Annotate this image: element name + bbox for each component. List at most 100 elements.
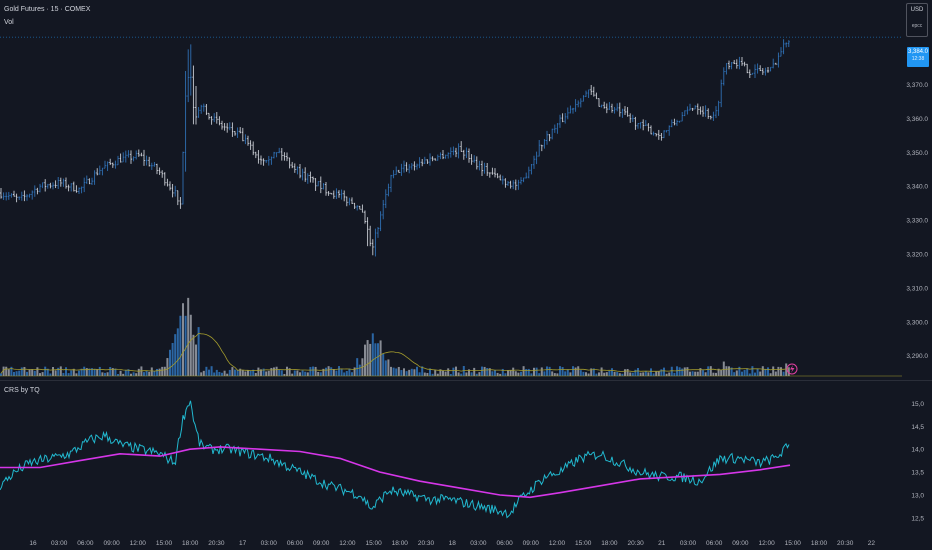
ohlc-bar: [304, 167, 307, 182]
volume-bar: [449, 373, 452, 376]
last-price-value: 3,384.0: [907, 49, 929, 55]
ohlc-bar: [572, 107, 574, 114]
volume-bar: [689, 371, 691, 376]
ohlc-bar: [7, 191, 10, 200]
volume-bar: [733, 372, 736, 376]
time-tick-label: 06:00: [706, 540, 723, 547]
ohlc-bar: [140, 152, 143, 157]
volume-bar: [205, 366, 208, 376]
ohlc-bar: [278, 147, 281, 154]
ohlc-bar: [122, 152, 125, 163]
price-axis[interactable]: 3,370.0 3,360.0 3,350.0 3,340.0 3,330.0 3,320…: [906, 82, 928, 360]
ohlc-bar: [314, 178, 317, 191]
volume-bar: [280, 370, 283, 376]
volume-bar: [460, 373, 463, 376]
volume-bar: [785, 363, 788, 376]
ohlc-bar: [605, 103, 608, 114]
ohlc-bar: [564, 113, 567, 124]
volume-bar: [681, 368, 684, 376]
volume-label[interactable]: Vol: [4, 19, 14, 26]
volume-bar: [215, 369, 218, 376]
ohlc-bar: [312, 176, 314, 183]
indicator-title[interactable]: CRS by TQ: [4, 387, 40, 394]
volume-bar: [10, 366, 13, 376]
volume-bar: [85, 368, 88, 376]
alert-icon[interactable]: [786, 363, 798, 375]
ohlc-bar: [787, 40, 790, 48]
time-axis[interactable]: 16 03:00 06:00 09:00 12:00 15:00 18:00 20:30 17 0…: [29, 540, 875, 547]
ohlc-bar: [725, 63, 728, 75]
ohlc-bar: [221, 120, 223, 130]
ohlc-bar: [124, 150, 127, 163]
currency-selector[interactable]: USD ерсс: [906, 3, 928, 37]
volume-bar: [327, 366, 330, 376]
ohlc-bar: [28, 193, 31, 198]
volume-bar: [351, 372, 353, 376]
volume-bar: [522, 366, 525, 376]
ohlc-bar: [299, 163, 301, 179]
volume-bar: [127, 369, 130, 376]
volume-bar: [111, 368, 114, 376]
price-pane[interactable]: [0, 36, 902, 257]
volume-bar: [374, 343, 377, 376]
volume-bar: [241, 370, 244, 376]
time-tick-label: 18:00: [182, 540, 199, 547]
volume-bar: [132, 372, 135, 376]
ohlc-bar: [689, 103, 691, 111]
ohlc-bar: [616, 103, 619, 112]
symbol-title[interactable]: Gold Futures · 15 · COMEX: [4, 6, 91, 13]
volume-bar: [759, 371, 762, 376]
ohlc-bar: [598, 98, 600, 107]
volume-bar: [556, 373, 559, 376]
alert-circle[interactable]: [786, 363, 798, 375]
ohlc-bar: [702, 106, 704, 117]
volume-bar: [582, 371, 585, 376]
volume-bar: [221, 372, 223, 376]
volume-bar: [520, 371, 522, 376]
volume-bar: [512, 367, 515, 376]
pane-separator[interactable]: [0, 380, 932, 381]
ohlc-bar: [728, 60, 730, 70]
volume-bar: [210, 366, 213, 376]
volume-bar: [88, 368, 91, 376]
ohlc-bar: [26, 194, 28, 201]
volume-bar: [527, 368, 530, 376]
volume-bar: [423, 372, 426, 376]
price-tick-label: 3,370.0: [906, 82, 928, 89]
ohlc-bar: [413, 161, 416, 171]
ohlc-bar: [754, 64, 756, 79]
volume-bar: [169, 349, 171, 376]
volume-bar: [20, 367, 23, 376]
ohlc-bar: [759, 65, 762, 72]
ohlc-bar: [429, 153, 431, 166]
indicator-axis[interactable]: 15,0 14,5 14,0 13,5 13,0 12,5: [911, 401, 924, 522]
ohlc-bar: [163, 172, 166, 186]
ohlc-bar: [208, 112, 210, 120]
volume-bar: [720, 369, 723, 376]
volume-bar: [673, 372, 676, 376]
ohlc-bar: [130, 150, 132, 164]
ohlc-bar: [751, 72, 754, 75]
volume-bar: [184, 315, 187, 376]
volume-bar: [561, 367, 564, 376]
ohlc-bar: [75, 185, 78, 193]
ohlc-bar: [23, 190, 26, 202]
volume-bar: [78, 370, 80, 376]
volume-bar: [275, 366, 278, 376]
volume-bar: [566, 369, 569, 376]
ohlc-bar: [301, 168, 304, 181]
volume-bar: [491, 371, 494, 376]
volume-bar: [764, 368, 767, 376]
volume-bar: [247, 370, 249, 376]
volume-bar: [7, 369, 10, 376]
volume-bar: [748, 373, 751, 376]
crs-signal-line: [0, 446, 791, 499]
crs-indicator-pane[interactable]: [0, 400, 791, 519]
volume-bar: [525, 369, 528, 376]
volume-bar: [782, 371, 785, 376]
volume-bar: [543, 371, 546, 376]
time-tick-label: 20:30: [418, 540, 435, 547]
ohlc-bar: [582, 95, 585, 102]
volume-bar: [70, 370, 73, 376]
